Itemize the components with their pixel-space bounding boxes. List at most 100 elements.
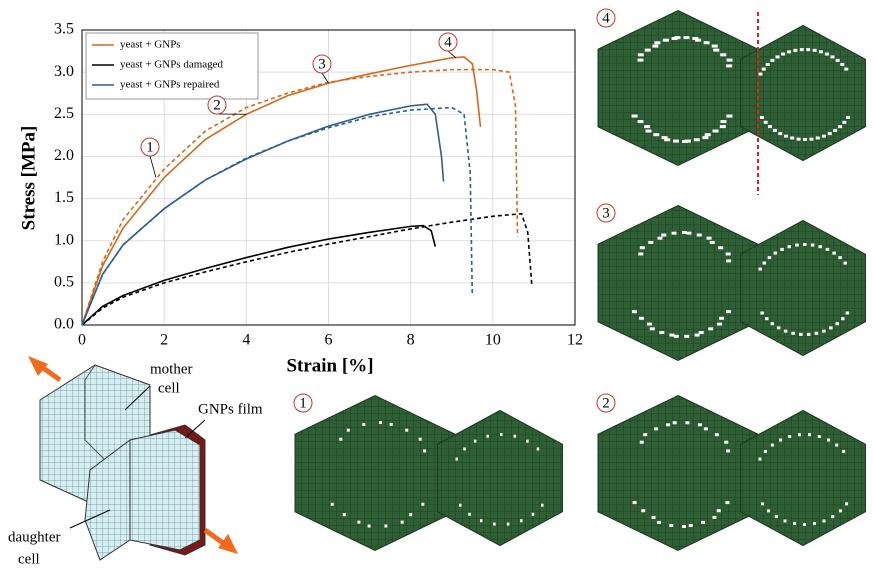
- damage-mark: [532, 513, 535, 516]
- damage-mark: [673, 421, 677, 424]
- damage-mark: [657, 521, 661, 524]
- damage-mark: [682, 525, 686, 528]
- damage-mark: [637, 59, 643, 62]
- damage-mark: [811, 244, 815, 247]
- damage-mark: [807, 333, 811, 336]
- cell-hexagon: [598, 396, 758, 551]
- damage-mark: [843, 262, 847, 265]
- damage-mark: [662, 136, 668, 139]
- damage-mark: [710, 241, 715, 244]
- damage-mark: [632, 310, 637, 313]
- damage-mark: [698, 423, 702, 426]
- damage-mark: [836, 59, 840, 62]
- damage-mark: [331, 503, 334, 506]
- schematic-label: cell: [18, 551, 40, 567]
- damage-mark: [790, 137, 794, 140]
- damage-mark: [507, 523, 510, 526]
- mesh-panel: 2: [597, 394, 866, 551]
- damage-mark: [818, 245, 822, 248]
- damage-mark: [652, 516, 656, 519]
- damage-mark: [726, 252, 731, 255]
- damage-mark: [818, 435, 821, 438]
- damage-mark: [640, 441, 644, 444]
- damage-mark: [842, 450, 845, 453]
- damage-mark: [791, 332, 795, 335]
- y-tick-label: 1.0: [54, 231, 74, 248]
- damage-mark: [761, 502, 764, 505]
- damage-mark: [758, 268, 762, 271]
- panel-label: 3: [602, 205, 610, 221]
- damage-mark: [720, 120, 726, 123]
- damage-mark: [758, 458, 761, 461]
- damage-mark: [379, 421, 382, 424]
- damage-mark: [704, 41, 710, 44]
- damage-mark: [803, 523, 806, 526]
- cell-hexagon: [438, 411, 563, 546]
- damage-mark: [674, 335, 679, 338]
- damage-mark: [726, 449, 730, 452]
- damage-mark: [798, 433, 801, 436]
- damage-mark: [692, 37, 698, 40]
- damage-mark: [500, 433, 503, 436]
- damage-mark: [822, 519, 825, 522]
- damage-mark: [493, 523, 496, 526]
- damage-mark: [831, 515, 834, 518]
- damage-mark: [713, 129, 719, 132]
- annotation-leader: [322, 73, 329, 83]
- damage-mark: [726, 115, 732, 118]
- damage-mark: [632, 115, 638, 118]
- damage-mark: [695, 334, 700, 337]
- damage-mark: [641, 509, 645, 512]
- damage-mark: [643, 433, 647, 436]
- damage-mark: [813, 522, 816, 525]
- damage-mark: [719, 317, 724, 320]
- damage-mark: [526, 440, 529, 443]
- x-tick-label: 0: [78, 332, 86, 349]
- x-tick-label: 4: [242, 332, 250, 349]
- damage-mark: [766, 63, 770, 66]
- y-tick-label: 3.5: [54, 21, 74, 38]
- damage-mark: [726, 259, 731, 262]
- damage-mark: [644, 125, 650, 128]
- damage-mark: [638, 120, 644, 123]
- damage-mark: [774, 252, 778, 255]
- damage-mark: [720, 125, 726, 128]
- schematic-label: mother: [150, 361, 193, 377]
- damage-mark: [639, 317, 644, 320]
- damage-mark: [720, 53, 726, 56]
- damage-mark: [520, 519, 523, 522]
- damage-mark: [784, 330, 788, 333]
- damage-mark: [638, 53, 644, 56]
- y-tick-label: 0.0: [54, 316, 74, 333]
- schematic-label: cell: [158, 380, 180, 396]
- damage-mark: [777, 326, 781, 329]
- damage-mark: [514, 435, 517, 438]
- damage-mark: [788, 435, 791, 438]
- figure: mother cell GNPs film daughter cell Stra…: [0, 0, 873, 571]
- damage-mark: [827, 439, 830, 442]
- damage-mark: [826, 248, 830, 251]
- mesh-panel: 3: [597, 204, 866, 361]
- damage-mark: [799, 333, 803, 336]
- damage-mark: [697, 234, 702, 237]
- damage-mark: [726, 64, 732, 67]
- damage-mark: [829, 326, 833, 329]
- damage-mark: [654, 41, 660, 44]
- damage-mark: [409, 513, 412, 516]
- damage-mark: [717, 509, 721, 512]
- damage-mark: [686, 232, 691, 235]
- damage-mark: [423, 449, 426, 452]
- damage-mark: [846, 116, 850, 119]
- damage-mark: [661, 234, 666, 237]
- annotation-leader: [448, 51, 456, 58]
- damage-mark: [666, 423, 670, 426]
- series-line: [82, 214, 532, 325]
- damage-mark: [838, 256, 842, 259]
- damage-mark: [825, 53, 829, 56]
- damage-mark: [765, 317, 769, 320]
- annotation-label: 3: [318, 56, 326, 72]
- damage-mark: [835, 322, 839, 325]
- damage-mark: [455, 458, 458, 461]
- damage-mark: [778, 132, 782, 135]
- damage-mark: [846, 312, 850, 315]
